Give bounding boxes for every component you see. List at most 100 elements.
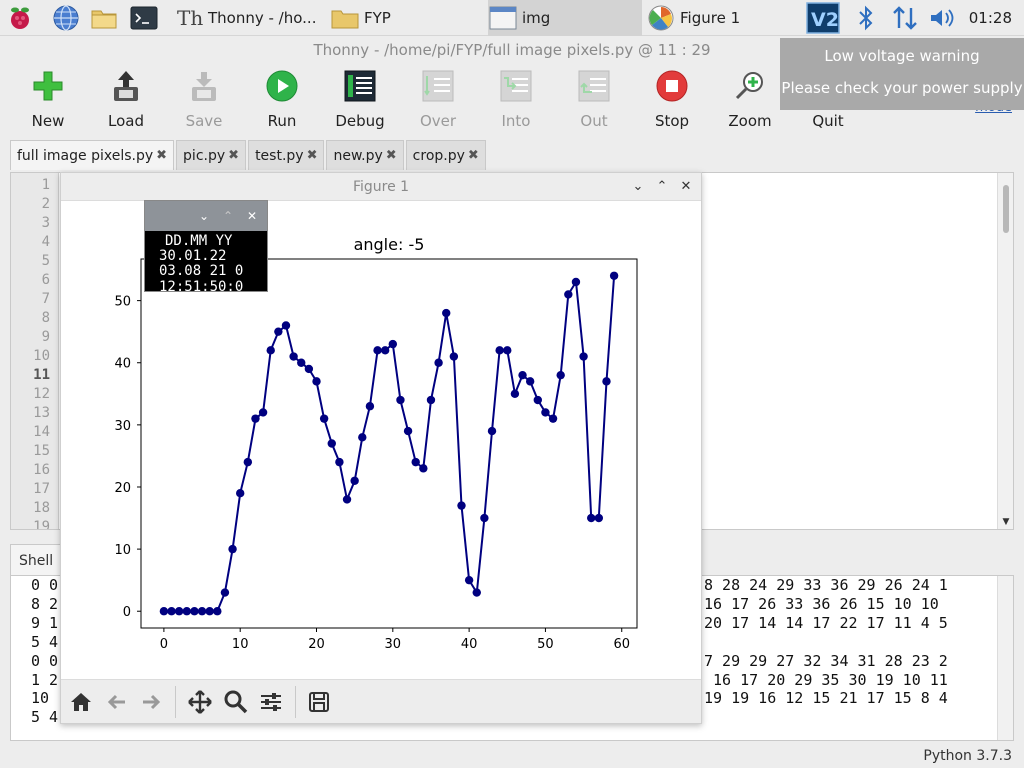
low-voltage-notification[interactable]: Low voltage warning Please check your po… [780, 38, 1024, 110]
quit-button[interactable]: Quit [793, 70, 863, 130]
tab-full-image-pixels[interactable]: full image pixels.py ✖ [10, 140, 175, 170]
line-number: 18 [33, 500, 50, 516]
tab-crop[interactable]: crop.py ✖ [405, 140, 486, 170]
y-tick-label: 0 [123, 605, 131, 620]
window-icon [489, 6, 517, 30]
figure-titlebar[interactable]: Figure 1 ⌄ ⌃ ✕ [61, 173, 701, 201]
zoom-rect-icon[interactable] [222, 688, 250, 716]
close-icon[interactable]: ✖ [228, 148, 240, 163]
data-point [426, 395, 436, 405]
maximize-icon[interactable]: ⌃ [656, 179, 668, 194]
data-point [579, 352, 588, 361]
clock[interactable]: 01:28 [968, 9, 1012, 27]
y-tick-label: 50 [114, 295, 131, 310]
x-tick-label: 30 [385, 637, 402, 652]
close-icon[interactable]: ✖ [306, 148, 318, 163]
tab-label: crop.py [412, 147, 465, 164]
x-tick-label: 10 [232, 637, 249, 652]
web-browser-icon[interactable] [52, 4, 80, 32]
line-number-gutter: 1 2 3 4 5 6 7 8 9 10 11 12 13 14 15 16 17 18 19 [11, 173, 59, 529]
notification-message: Please check your power supply [781, 79, 1023, 97]
data-point [556, 370, 565, 380]
close-icon[interactable]: ✖ [156, 148, 168, 163]
load-button[interactable]: Load [91, 70, 161, 130]
y-tick-label: 30 [114, 419, 131, 434]
back-arrow-icon[interactable] [103, 688, 131, 716]
volume-icon[interactable] [928, 4, 958, 32]
shell-tab[interactable]: Shell [10, 544, 63, 576]
data-point [388, 339, 398, 349]
shell-output-line: 5 4 [31, 708, 59, 727]
into-label: Into [501, 112, 531, 130]
scroll-down-icon[interactable]: ▼ [1002, 517, 1010, 527]
figure-title: Figure 1 [352, 179, 410, 195]
debug-button[interactable]: Debug [325, 70, 395, 130]
line-number: 3 [41, 215, 50, 231]
close-icon[interactable]: ✖ [385, 148, 397, 163]
x-tick-label: 60 [613, 637, 630, 652]
minimize-icon[interactable]: ⌄ [198, 209, 210, 223]
shell-scrollbar[interactable] [997, 576, 1013, 740]
run-icon [266, 70, 298, 102]
save-figure-icon[interactable] [305, 688, 333, 716]
notification-title: Low voltage warning [824, 47, 980, 65]
tab-pic[interactable]: pic.py ✖ [176, 140, 247, 170]
scrollbar-thumb[interactable] [1003, 185, 1009, 233]
editor-scrollbar[interactable]: ▼ [997, 173, 1013, 529]
bluetooth-icon[interactable] [854, 4, 878, 32]
close-icon[interactable]: ✕ [246, 209, 258, 223]
maximize-icon[interactable]: ⌃ [222, 209, 234, 223]
pan-icon[interactable] [186, 688, 214, 716]
data-point [182, 607, 191, 616]
taskbar: Th Thonny - /ho... FYP img Figure 1 V2 [0, 0, 1024, 36]
tab-label: full image pixels.py [17, 147, 154, 164]
shell-output-line: 20 17 14 14 17 22 17 11 4 5 [704, 613, 948, 632]
stop-button[interactable]: Stop [637, 70, 707, 130]
data-point [243, 457, 253, 467]
new-label: New [31, 112, 65, 130]
tab-new[interactable]: new.py ✖ [326, 140, 404, 170]
home-icon[interactable] [67, 688, 95, 716]
minimize-icon[interactable]: ⌄ [632, 179, 644, 194]
shell-output-line: 16 17 26 33 36 26 15 10 10 [704, 594, 939, 613]
data-point [365, 402, 375, 411]
task-img[interactable]: img [488, 0, 642, 36]
load-label: Load [108, 112, 144, 130]
step-out-button[interactable]: Out [559, 70, 629, 130]
data-point [571, 277, 581, 287]
zoom-button[interactable]: Zoom [715, 70, 785, 130]
tab-test[interactable]: test.py ✖ [248, 140, 325, 170]
step-over-button[interactable]: Over [403, 70, 473, 130]
save-icon [192, 72, 216, 101]
save-button[interactable]: Save [169, 70, 239, 130]
task-thonny[interactable]: Th Thonny - /ho... [174, 0, 326, 36]
data-point [525, 377, 535, 386]
task-fyp[interactable]: FYP [330, 0, 482, 36]
run-button[interactable]: Run [247, 70, 317, 130]
file-manager-icon[interactable] [90, 4, 118, 32]
data-point [495, 346, 504, 355]
toolbar-divider [175, 686, 176, 718]
data-point [602, 377, 611, 386]
network-icon[interactable] [890, 4, 920, 32]
new-button[interactable]: New [13, 70, 83, 130]
data-point [213, 607, 222, 616]
forward-arrow-icon[interactable] [137, 688, 165, 716]
chart-title: angle: -5 [354, 235, 425, 254]
vnc-icon[interactable]: V2 [806, 2, 840, 34]
terminal-icon[interactable] [130, 4, 158, 32]
python-version: Python 3.7.3 [923, 748, 1012, 764]
img-window-titlebar[interactable]: ⌄ ⌃ ✕ [145, 201, 267, 231]
close-icon[interactable]: ✕ [680, 179, 692, 194]
plot-area [140, 258, 638, 629]
task-fyp-label: FYP [364, 9, 391, 27]
data-point [457, 501, 466, 510]
task-figure-1[interactable]: Figure 1 [646, 0, 800, 36]
step-over-icon [422, 70, 454, 102]
data-point [564, 290, 573, 299]
raspberry-menu-icon[interactable] [6, 4, 34, 32]
data-point [258, 408, 268, 417]
configure-subplots-icon[interactable] [257, 688, 285, 716]
step-into-button[interactable]: Into [481, 70, 551, 130]
close-icon[interactable]: ✖ [467, 148, 479, 163]
